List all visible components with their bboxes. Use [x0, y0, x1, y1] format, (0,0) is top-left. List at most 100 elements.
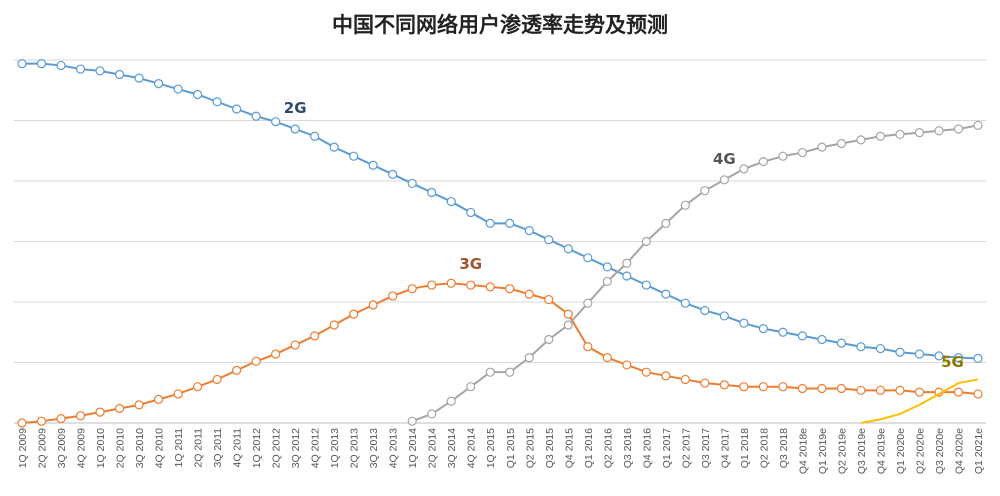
data-point — [836, 338, 847, 348]
data-point — [856, 385, 866, 395]
data-point — [661, 289, 671, 299]
data-point — [173, 389, 183, 399]
data-point — [758, 324, 768, 334]
x-tick-label: Q1 2019e — [817, 428, 829, 474]
data-point — [895, 385, 905, 395]
x-tick-label: 2Q 2014 — [427, 428, 439, 468]
data-point — [817, 142, 827, 152]
x-tick-label: Q2 2017 — [680, 428, 692, 468]
data-point — [680, 298, 690, 308]
data-point — [739, 382, 749, 392]
data-point — [368, 300, 378, 310]
data-point — [700, 186, 710, 196]
x-tick-label: 4Q 2011 — [232, 428, 244, 468]
x-tick-label: Q4 2020e — [953, 428, 965, 474]
x-tick-label: Q4 2015 — [563, 428, 575, 468]
data-point — [641, 280, 651, 290]
data-point — [75, 411, 86, 421]
x-tick-label: 1Q 2012 — [251, 428, 263, 468]
data-point — [368, 160, 378, 170]
data-point — [797, 331, 808, 341]
x-tick-label: 4Q 2009 — [76, 428, 88, 468]
data-point — [544, 294, 554, 305]
data-point — [56, 60, 66, 71]
data-point — [134, 400, 144, 410]
data-point — [446, 278, 456, 288]
data-point — [17, 59, 27, 69]
data-point — [36, 416, 47, 426]
x-tick-label: 1Q 2010 — [95, 428, 107, 468]
data-point — [505, 367, 515, 377]
x-tick-label: Q1 2017 — [661, 428, 673, 468]
data-point — [914, 349, 925, 359]
data-point — [895, 129, 905, 140]
data-point — [524, 353, 534, 363]
data-point — [817, 383, 827, 394]
x-tick-label: 3Q 2011 — [212, 428, 224, 468]
x-tick-label: 1Q 2014 — [407, 428, 419, 468]
data-point — [973, 353, 983, 363]
data-point — [622, 271, 632, 281]
x-tick-label: 3Q 2010 — [134, 428, 146, 468]
data-point — [934, 351, 944, 361]
x-tick-label: Q2 2016 — [602, 428, 614, 468]
x-tick-label: 2Q 2010 — [115, 428, 127, 468]
x-tick-label: 4Q 2014 — [466, 428, 478, 468]
x-tick-label: 3Q 2009 — [56, 428, 68, 468]
data-point — [427, 280, 437, 290]
data-point — [836, 383, 847, 394]
data-point — [563, 244, 573, 254]
data-point — [953, 387, 964, 397]
data-point — [446, 396, 456, 406]
data-point — [153, 394, 164, 405]
data-point — [329, 142, 339, 152]
data-point — [875, 385, 886, 395]
data-point — [290, 340, 300, 350]
series-3g — [17, 278, 983, 428]
data-point — [466, 280, 476, 290]
series-label-5g: 5G — [941, 353, 964, 371]
data-point — [56, 414, 66, 424]
x-tick-label: Q1 2018 — [739, 428, 751, 468]
data-point — [446, 196, 456, 207]
series-line-2g — [22, 62, 979, 360]
data-point — [388, 291, 398, 301]
data-point — [914, 128, 925, 138]
data-point — [192, 382, 203, 392]
data-point — [700, 378, 710, 388]
data-point — [953, 353, 964, 363]
series-line-5g — [860, 378, 979, 424]
data-point — [17, 418, 27, 428]
data-point — [602, 262, 612, 272]
x-tick-label: 3Q 2013 — [368, 428, 380, 468]
data-point — [719, 380, 729, 390]
series-label-3g: 3G — [459, 255, 482, 273]
series-line-4g — [411, 124, 979, 423]
data-point — [349, 151, 359, 161]
x-tick-label: Q4 2017 — [719, 428, 731, 468]
x-tick-label: Q2 2018 — [758, 428, 770, 468]
data-point — [856, 342, 866, 352]
x-tick-label: Q1 2021e — [973, 428, 985, 474]
data-point — [875, 131, 886, 141]
data-point — [212, 97, 222, 107]
data-point — [817, 334, 827, 345]
data-point — [466, 382, 476, 392]
x-tick-label: 3Q 2012 — [290, 428, 302, 468]
data-point — [583, 298, 593, 308]
data-point — [524, 226, 534, 236]
x-tick-label: Q3 2018 — [778, 428, 790, 468]
data-point — [212, 374, 222, 385]
data-point — [758, 382, 768, 392]
data-point — [641, 367, 651, 377]
data-point — [661, 371, 671, 381]
data-point — [173, 84, 183, 94]
data-point — [641, 236, 651, 247]
x-tick-label: 1Q 2015 — [485, 428, 497, 468]
data-point — [407, 178, 417, 189]
x-tick-label: 2Q 2013 — [349, 428, 361, 468]
data-point — [349, 309, 359, 319]
x-tick-label: Q3 2016 — [622, 428, 634, 468]
data-point — [973, 389, 983, 399]
